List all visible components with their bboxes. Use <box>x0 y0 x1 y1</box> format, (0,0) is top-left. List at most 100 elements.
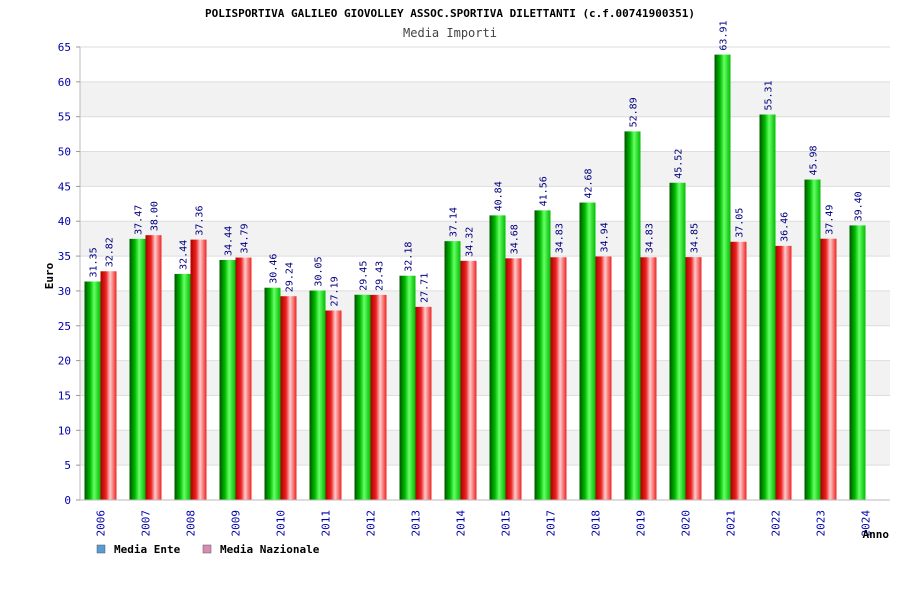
x-tick-label: 2014 <box>455 510 468 537</box>
data-label: 39.40 <box>854 191 865 221</box>
bar-media-nazionale <box>145 235 162 500</box>
bar-media-nazionale <box>100 271 117 500</box>
data-label: 32.44 <box>179 240 190 270</box>
data-label: 63.91 <box>719 20 730 50</box>
grid-band <box>80 116 890 152</box>
data-label: 32.82 <box>105 237 116 267</box>
x-tick-label: 2018 <box>590 510 603 537</box>
bar-media-ente <box>399 275 416 500</box>
grid-band <box>80 81 890 117</box>
data-label: 27.71 <box>420 273 431 303</box>
grid-band <box>80 360 890 396</box>
bar-media-nazionale <box>190 239 207 501</box>
y-axis: 0 5 10 15 20 25 30 35 40 45 50 55 60 65 <box>58 41 81 507</box>
grid-band <box>80 430 890 466</box>
y-tick-label: 60 <box>58 76 71 89</box>
bar-media-nazionale <box>595 256 612 500</box>
x-tick-label: 2019 <box>635 510 648 537</box>
data-label: 34.79 <box>240 223 251 253</box>
y-tick-label: 50 <box>58 146 71 159</box>
bars-layer <box>84 54 866 501</box>
legend-label: Media Nazionale <box>220 543 320 556</box>
x-tick-label: 2008 <box>185 510 198 537</box>
y-tick-label: 25 <box>58 320 71 333</box>
bar-media-nazionale <box>775 245 792 500</box>
x-tick-label: 2021 <box>725 510 738 537</box>
chart-title: POLISPORTIVA GALILEO GIOVOLLEY ASSOC.SPO… <box>205 7 695 20</box>
data-label: 40.84 <box>494 181 505 211</box>
bar-media-ente <box>759 114 776 500</box>
bar-media-nazionale <box>325 310 342 500</box>
grid-bands <box>80 46 890 501</box>
bar-media-ente <box>534 210 551 500</box>
y-tick-label: 55 <box>58 111 71 124</box>
data-label: 27.19 <box>330 276 341 306</box>
data-label: 37.49 <box>825 205 836 235</box>
x-tick-label: 2024 <box>860 510 873 537</box>
data-label: 29.45 <box>359 261 370 291</box>
bar-media-ente <box>84 281 101 500</box>
bar-media-ente <box>624 131 641 500</box>
y-tick-label: 40 <box>58 215 71 228</box>
x-tick-label: 2010 <box>275 510 288 537</box>
data-label: 34.83 <box>555 223 566 253</box>
bar-media-ente <box>714 54 731 500</box>
y-tick-label: 65 <box>58 41 71 54</box>
bar-media-nazionale <box>730 241 747 501</box>
bar-media-nazionale <box>235 257 252 500</box>
y-tick-label: 35 <box>58 250 71 263</box>
y-tick-label: 0 <box>64 494 71 507</box>
x-tick-label: 2011 <box>320 510 333 537</box>
y-tick-label: 15 <box>58 389 71 402</box>
bar-media-ente <box>444 241 461 500</box>
y-tick-label: 5 <box>64 459 71 472</box>
legend-label: Media Ente <box>114 543 181 556</box>
x-tick-label: 2022 <box>770 510 783 537</box>
data-label: 34.68 <box>510 224 521 254</box>
data-label: 42.68 <box>584 168 595 198</box>
chart-subtitle: Media Importi <box>403 26 497 40</box>
data-label: 29.43 <box>375 261 386 291</box>
x-tick-label: 2013 <box>410 510 423 537</box>
x-tick-label: 2020 <box>680 510 693 537</box>
bar-media-ente <box>579 202 596 501</box>
grid-band <box>80 221 890 257</box>
bar-media-ente <box>354 294 371 500</box>
bar-media-nazionale <box>280 296 297 500</box>
data-label: 31.35 <box>89 247 100 277</box>
x-tick-label: 2009 <box>230 510 243 537</box>
data-label: 37.05 <box>735 208 746 238</box>
bar-media-ente <box>129 238 146 501</box>
x-tick-label: 2023 <box>815 510 828 537</box>
grid-band <box>80 290 890 326</box>
y-axis-label: Euro <box>43 262 56 289</box>
bar-media-nazionale <box>685 257 702 500</box>
data-label: 34.85 <box>690 223 701 253</box>
x-tick-label: 2012 <box>365 510 378 537</box>
data-label: 34.83 <box>645 223 656 253</box>
bar-media-nazionale <box>505 258 522 500</box>
y-tick-label: 45 <box>58 180 71 193</box>
data-labels-layer: 31.35 32.82 37.47 38.00 32.44 37.36 34.44 34.79… <box>89 20 865 306</box>
grid-band <box>80 325 890 361</box>
legend: Media Ente Media Nazionale <box>96 543 320 556</box>
bar-media-nazionale <box>415 306 432 500</box>
data-label: 37.14 <box>449 207 460 237</box>
bar-media-ente <box>489 215 506 500</box>
x-axis-label: Anno <box>863 528 890 541</box>
grid-band <box>80 465 890 500</box>
y-tick-label: 30 <box>58 285 71 298</box>
grid-band <box>80 151 890 187</box>
data-label: 45.98 <box>809 145 820 175</box>
bar-media-ente <box>804 179 821 501</box>
bar-media-nazionale <box>820 238 837 500</box>
grid-band <box>80 256 890 291</box>
data-label: 45.52 <box>674 149 685 179</box>
bar-media-ente <box>264 287 281 500</box>
data-label: 29.24 <box>285 262 296 292</box>
bar-media-nazionale <box>640 257 657 500</box>
bar-media-nazionale <box>370 294 387 500</box>
data-label: 55.31 <box>764 80 775 110</box>
